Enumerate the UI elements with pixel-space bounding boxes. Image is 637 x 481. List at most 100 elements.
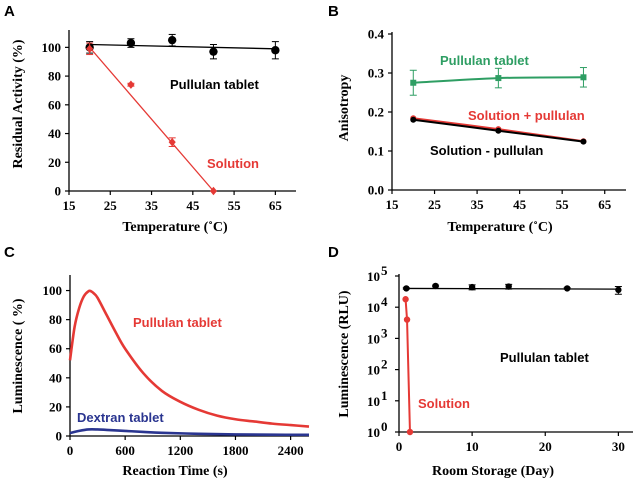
panel-a-ytick-label: 80 [48, 69, 61, 84]
panel-b-annotation-solution-minus: Solution - pullulan [430, 143, 543, 158]
panel-a-point-pullulan [167, 35, 177, 45]
panel-b-point-solution-minus [495, 127, 502, 134]
panel-d-xtick-label: 0 [396, 439, 403, 454]
panel-a-ylabel: Residual Activity (%) [11, 39, 26, 168]
panel-d-point-pullulan [468, 283, 476, 291]
panel-d: D Luminescence (RLU) Room Storage (Day) … [328, 244, 633, 479]
panel-c-plot-area: 0 600 1200 1800 2400 0 20 40 60 80 100 [43, 283, 310, 458]
panel-a-point-solution [168, 137, 176, 147]
panel-label-a: A [4, 3, 15, 20]
panel-a-point-solution [86, 44, 94, 53]
panel-a-ytick-label: 20 [48, 155, 61, 170]
panel-d-xtick-label: 30 [612, 439, 625, 454]
panel-a-fit-pullulan [89, 43, 276, 50]
panel-a-annotation-solution: Solution [207, 156, 259, 171]
panel-a-xtick-label: 15 [63, 198, 77, 213]
panel-b-point-pullulan [410, 79, 417, 86]
panel-b-xtick-label: 65 [598, 197, 612, 212]
panel-a-point-pullulan [209, 47, 218, 56]
panel-d-ytick-label: 10 [367, 331, 380, 346]
panel-a-fit-solution [89, 46, 214, 192]
panel-d-point-pullulan [615, 286, 622, 294]
panel-c-ytick-label: 100 [43, 283, 63, 298]
panel-a-ytick-label: 40 [48, 126, 61, 141]
panel-c-xtick-label: 2400 [278, 443, 304, 458]
panel-d-point-pullulan [563, 285, 571, 292]
panel-d-xtick-label: 20 [539, 439, 552, 454]
panel-c-xtick-label: 1800 [222, 443, 248, 458]
panel-d-annotation-pullulan: Pullulan tablet [500, 350, 590, 365]
panel-d-ytick-label: 10 [367, 300, 380, 315]
panel-d-point-solution [403, 316, 411, 323]
panel-b-ylabel: Anisotropy [337, 75, 352, 142]
panel-d-ytick-label: 10 [367, 425, 380, 440]
panel-a-xtick-label: 55 [228, 198, 242, 213]
panel-b-annotation-solution-plus: Solution + pullulan [468, 108, 585, 123]
panel-d-fit-pullulan [406, 287, 619, 290]
panel-b: B Anisotropy Temperature (˚C) Pullulan t… [328, 3, 626, 235]
panel-a-point-solution [209, 186, 218, 196]
panel-a-xtick-label: 65 [269, 198, 283, 213]
panel-c: C Luminescence ( %) Reaction Time (s) Pu… [4, 244, 310, 479]
panel-c-xtick-label: 600 [115, 443, 135, 458]
panel-b-point-solution-minus [410, 116, 417, 123]
panel-d-xlabel: Room Storage (Day) [432, 464, 554, 479]
panel-a-point-pullulan [271, 46, 280, 55]
panel-b-xtick-label: 25 [428, 197, 442, 212]
panel-b-point-solution-minus [580, 138, 587, 145]
panel-a-xtick-label: 45 [186, 198, 200, 213]
panel-c-ytick-label: 60 [49, 341, 62, 356]
panel-b-xtick-label: 55 [556, 197, 570, 212]
panel-d-ytick-exponent: 1 [381, 388, 388, 403]
panel-c-annotation-dextran: Dextran tablet [77, 410, 164, 425]
panel-d-ytick-exponent: 4 [381, 294, 388, 309]
panel-d-point-pullulan [403, 285, 410, 292]
panel-a-xlabel: Temperature (˚C) [122, 220, 228, 235]
panel-label-d: D [328, 244, 339, 261]
panel-d-point-pullulan [505, 283, 512, 290]
panel-a-ytick-label: 60 [48, 97, 61, 112]
panel-c-ytick-label: 40 [49, 370, 62, 385]
panel-d-xtick-label: 10 [466, 439, 479, 454]
panel-c-annotation-pullulan: Pullulan tablet [133, 315, 223, 330]
panel-b-point-pullulan [495, 75, 502, 82]
panel-d-ytick-label: 10 [367, 363, 380, 378]
panel-a-ytick-label: 100 [42, 40, 62, 55]
panel-label-b: B [328, 3, 339, 20]
panel-b-ytick-label: 0.2 [368, 105, 384, 120]
panel-a-point-solution [127, 80, 135, 89]
panel-label-c: C [4, 244, 15, 261]
panel-d-ytick-exponent: 5 [381, 263, 388, 278]
panel-b-annotation-pullulan: Pullulan tablet [440, 53, 530, 68]
panel-a-plot-area: 15 25 35 45 55 65 0 20 40 60 80 100 [42, 33, 283, 213]
panel-a-ytick-label: 0 [55, 184, 62, 199]
panel-c-curve-dextran [69, 428, 310, 437]
panel-b-ytick-label: 0.3 [368, 66, 385, 81]
panel-b-ytick-label: 0.0 [368, 183, 384, 198]
panel-b-xlabel: Temperature (˚C) [447, 220, 553, 235]
panel-d-ytick-exponent: 0 [381, 419, 388, 434]
panel-b-plot-area: 15 25 35 45 55 65 0.0 0.1 0.2 0.3 0.4 [368, 27, 612, 213]
panel-d-point-solution [402, 296, 409, 303]
panel-a-annotation-pullulan: Pullulan tablet [170, 77, 260, 92]
panel-a-xtick-label: 25 [104, 198, 118, 213]
panel-d-ylabel: Luminescence (RLU) [337, 290, 352, 417]
panel-a: A Residual Activity (%) Temperature (˚C)… [4, 3, 296, 235]
panel-d-annotation-solution: Solution [418, 396, 470, 411]
panel-a-point-pullulan [126, 38, 136, 48]
panel-c-ylabel: Luminescence ( %) [11, 298, 26, 413]
panel-a-xtick-label: 35 [145, 198, 159, 213]
panel-d-point-solution [406, 428, 414, 436]
panel-c-xtick-label: 0 [67, 443, 74, 458]
panel-c-ytick-label: 20 [49, 399, 62, 414]
panel-b-ytick-label: 0.4 [368, 27, 385, 42]
panel-b-ytick-label: 0.1 [368, 144, 384, 159]
panel-d-ytick-label: 10 [367, 394, 380, 409]
panel-b-xtick-label: 45 [513, 197, 527, 212]
panel-d-ytick-label: 10 [367, 269, 380, 284]
panel-d-ytick-exponent: 3 [381, 325, 388, 340]
panel-b-xtick-label: 35 [471, 197, 485, 212]
panel-c-xtick-label: 1200 [167, 443, 193, 458]
